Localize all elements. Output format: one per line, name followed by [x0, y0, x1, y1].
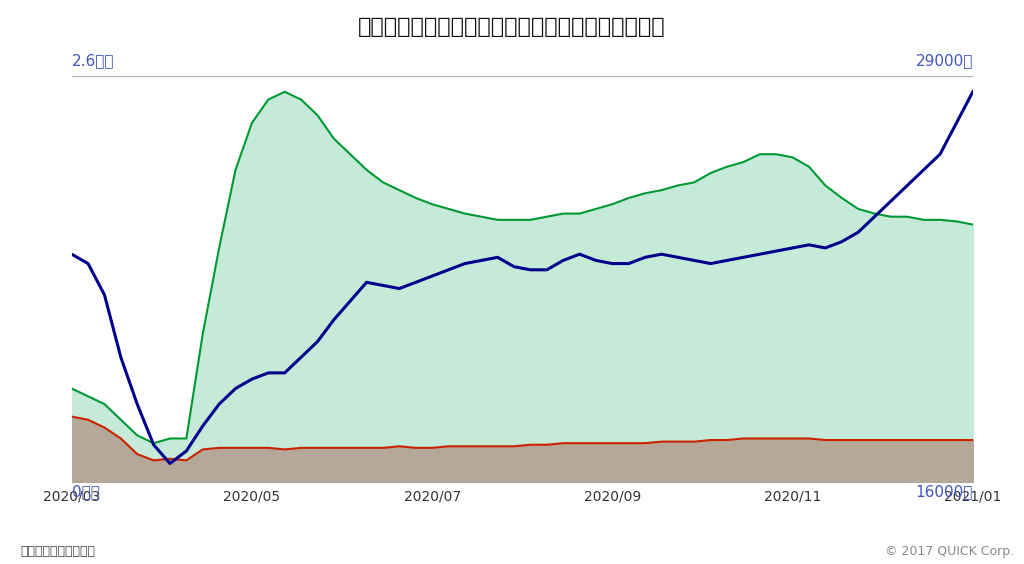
Text: 0兆円: 0兆円: [72, 484, 99, 499]
Legend: 現物株式裁定買い残高（左）, 現物株式裁定売り残高（左）, 日経平均株価（右）: 現物株式裁定買い残高（左）, 現物株式裁定売り残高（左）, 日経平均株価（右）: [318, 558, 726, 564]
Text: © 2017 QUICK Corp.: © 2017 QUICK Corp.: [885, 545, 1014, 558]
Text: 出典：東京証券取引所: 出典：東京証券取引所: [20, 545, 95, 558]
Text: 裁定取引に係る現物株式の残高（金額合計、週次）: 裁定取引に係る現物株式の残高（金額合計、週次）: [358, 17, 666, 37]
Text: 2.6兆円: 2.6兆円: [72, 53, 115, 68]
Text: 16000円: 16000円: [915, 484, 973, 499]
Text: 29000円: 29000円: [915, 53, 973, 68]
